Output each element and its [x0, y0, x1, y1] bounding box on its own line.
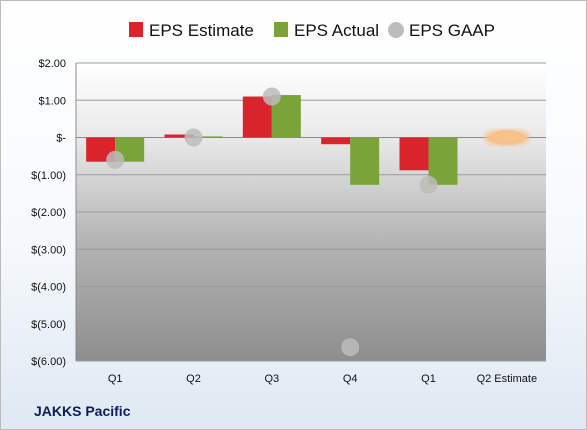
legend: EPS Estimate EPS Actual EPS GAAP: [129, 21, 495, 40]
x-category-label: Q1: [108, 373, 123, 385]
eps-gaap-marker: [419, 175, 438, 194]
x-axis: Q1 Q2 Q3 Q4 Q1 Q2 Estimate: [108, 373, 537, 385]
y-tick-label: $(3.00): [31, 244, 66, 256]
eps-actual-bar: [193, 136, 223, 138]
y-tick-label: $-: [56, 133, 66, 145]
legend-swatch: [274, 22, 288, 37]
legend-swatch: [129, 22, 143, 37]
eps-gaap-marker: [341, 338, 360, 357]
eps-gaap-marker: [262, 87, 281, 106]
eps-gaap-marker: [184, 128, 203, 147]
x-category-label: Q2: [186, 373, 201, 385]
legend-label: EPS Actual: [294, 21, 379, 40]
x-category-label: Q4: [343, 373, 358, 385]
eps-gaap-marker: [106, 150, 125, 169]
grid-lines: [75, 62, 546, 362]
eps-estimate-bar: [164, 134, 194, 138]
y-tick-label: $1.00: [38, 95, 66, 107]
x-category-label: Q2 Estimate: [477, 373, 538, 385]
eps-estimate-bar: [399, 137, 429, 171]
x-category-label: Q3: [264, 373, 279, 385]
eps-estimate-bar: [321, 137, 351, 145]
x-category-label: Q1: [421, 373, 436, 385]
legend-label: EPS GAAP: [409, 21, 495, 40]
legend-label: EPS Estimate: [149, 21, 254, 40]
eps-actual-bar: [428, 137, 458, 185]
y-tick-label: $2.00: [38, 58, 66, 70]
legend-swatch-gaap: [388, 22, 404, 38]
y-tick-label: $(5.00): [31, 319, 66, 331]
y-tick-label: $(4.00): [31, 282, 66, 294]
y-axis: $2.00 $1.00 $- $(1.00) $(2.00) $(3.00) $(4.00)…: [31, 58, 66, 368]
y-tick-label: $(1.00): [31, 170, 66, 182]
gaap-markers: [106, 87, 438, 357]
estimate-highlight-marker: [482, 128, 531, 147]
y-tick-label: $(2.00): [31, 207, 66, 219]
eps-actual-bar: [350, 137, 380, 185]
company-name: JAKKS Pacific: [34, 403, 131, 419]
y-tick-label: $(6.00): [31, 356, 66, 368]
